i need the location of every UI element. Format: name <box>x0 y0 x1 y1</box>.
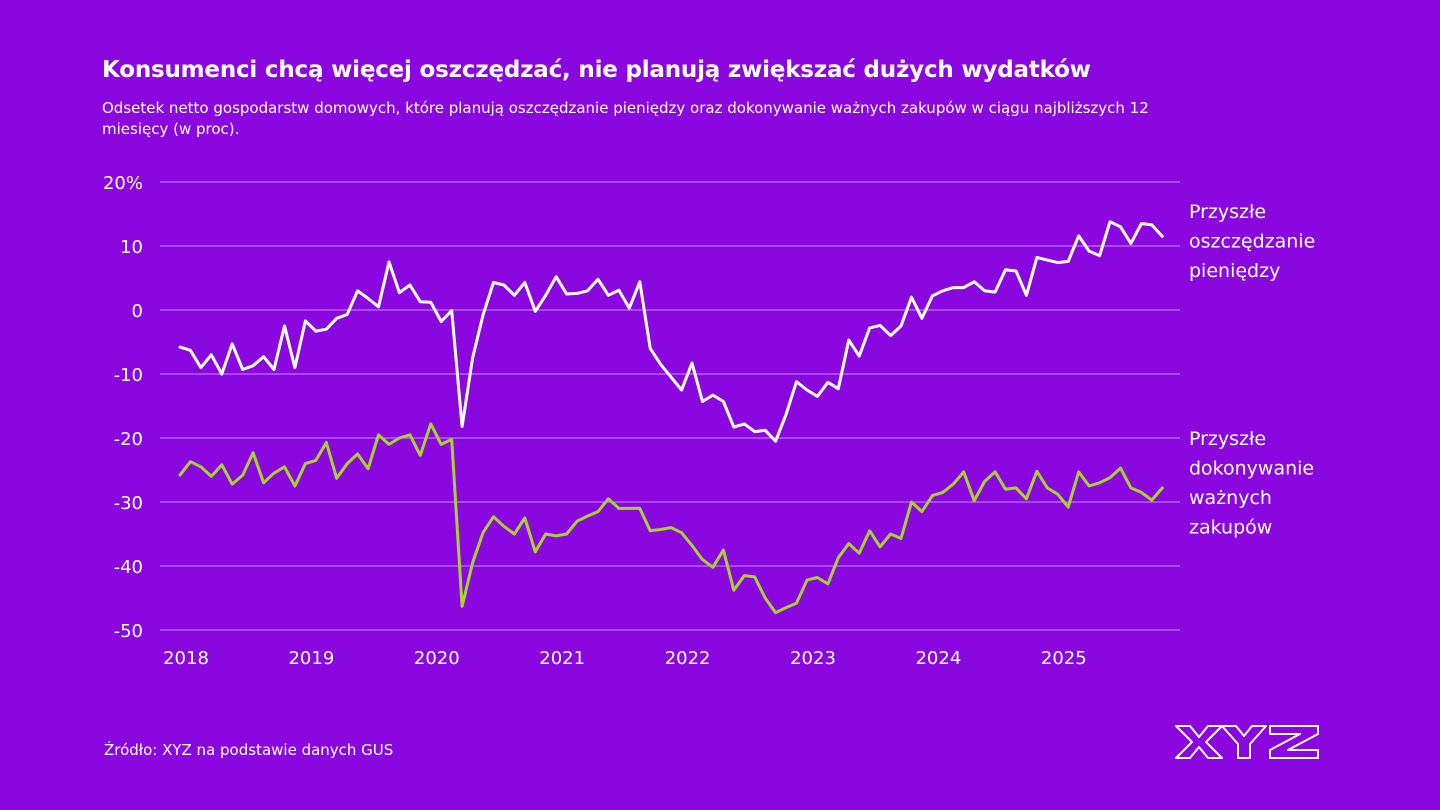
y-tick-label: -20 <box>114 429 143 450</box>
x-tick-label: 2020 <box>414 648 460 669</box>
x-tick-label: 2022 <box>665 648 711 669</box>
legend-label: ważnych <box>1189 487 1272 509</box>
y-tick-label: -10 <box>114 365 143 386</box>
legend-label: oszczędzanie <box>1189 231 1315 253</box>
y-tick-label: -50 <box>114 621 143 642</box>
series-lines <box>178 220 1164 615</box>
xyz-logo-icon <box>1175 725 1319 759</box>
purchases-series-line <box>178 422 1164 615</box>
source-note: Źródło: XYZ na podstawie danych GUS <box>104 741 394 759</box>
legend-label: pieniędzy <box>1189 260 1280 282</box>
legend: Przyszłe oszczędzanie pieniędzy Przyszłe dok… <box>1189 201 1315 539</box>
x-tick-label: 2023 <box>790 648 836 669</box>
x-tick-label: 2018 <box>163 648 209 669</box>
chart-title: Konsumenci chcą więcej oszczędzać, nie p… <box>102 57 1091 83</box>
legend-label: zakupów <box>1189 517 1272 539</box>
y-tick-label: -30 <box>114 493 143 514</box>
chart-subtitle: Odsetek netto gospodarstw domowych, któr… <box>102 99 1149 138</box>
legend-label: dokonywanie <box>1189 458 1314 480</box>
legend-label: Przyszłe <box>1189 428 1266 450</box>
x-tick-label: 2025 <box>1041 648 1087 669</box>
x-tick-label: 2024 <box>915 648 961 669</box>
x-tick-label: 2019 <box>288 648 334 669</box>
x-tick-label: 2021 <box>539 648 585 669</box>
y-tick-label: 20% <box>103 173 143 194</box>
y-tick-label: 10 <box>120 237 143 258</box>
x-axis: 2018 2019 2020 2021 2022 2023 2024 2025 <box>163 648 1087 669</box>
grid-lines <box>160 181 1180 631</box>
legend-label: Przyszłe <box>1189 201 1266 223</box>
y-tick-label: -40 <box>114 557 143 578</box>
savings-series-line <box>178 220 1164 443</box>
y-tick-label: 0 <box>132 301 143 322</box>
y-axis: 20% 10 0 -10 -20 -30 -40 -50 <box>103 173 143 642</box>
